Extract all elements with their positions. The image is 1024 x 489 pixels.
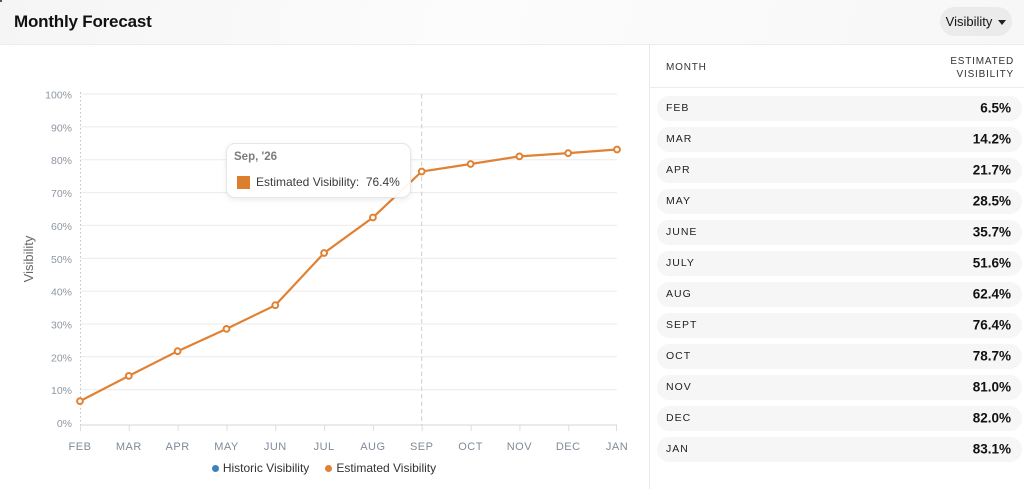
svg-text:30%: 30% <box>51 320 72 332</box>
svg-text:NOV: NOV <box>507 441 533 453</box>
svg-text:80%: 80% <box>51 155 72 167</box>
svg-text:MAR: MAR <box>116 441 142 453</box>
svg-text:0%: 0% <box>57 418 72 430</box>
svg-text:AUG: AUG <box>360 441 385 453</box>
svg-text:SEP: SEP <box>410 441 434 453</box>
svg-text:Visibility: Visibility <box>21 235 36 282</box>
svg-text:50%: 50% <box>51 254 72 266</box>
svg-text:JUL: JUL <box>314 441 335 453</box>
svg-text:40%: 40% <box>51 287 72 299</box>
svg-text:20%: 20% <box>51 352 72 364</box>
svg-text:JAN: JAN <box>606 441 628 453</box>
svg-text:90%: 90% <box>51 122 72 134</box>
svg-text:70%: 70% <box>51 188 72 200</box>
svg-text:FEB: FEB <box>69 441 92 453</box>
svg-text:APR: APR <box>166 441 190 453</box>
svg-text:JUN: JUN <box>264 441 287 453</box>
svg-text:10%: 10% <box>51 385 72 397</box>
svg-text:OCT: OCT <box>458 441 483 453</box>
svg-text:100%: 100% <box>45 90 72 102</box>
svg-text:60%: 60% <box>51 221 72 233</box>
svg-text:DEC: DEC <box>556 441 581 453</box>
svg-text:MAY: MAY <box>214 441 239 453</box>
